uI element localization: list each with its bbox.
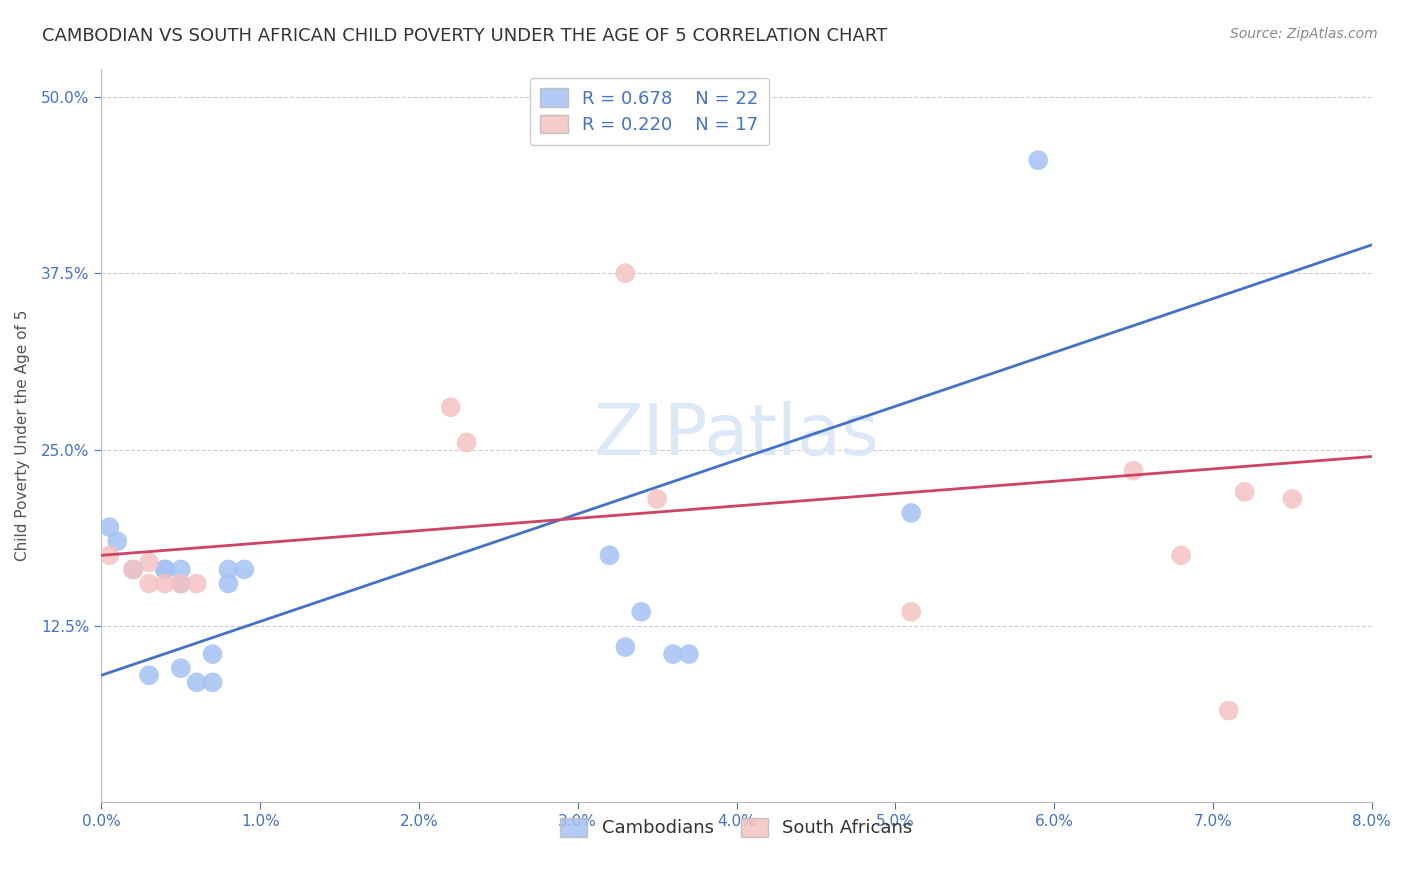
- Point: [98, 549, 121, 563]
- Point: [186, 675, 208, 690]
- Point: [122, 562, 145, 576]
- Point: [138, 576, 160, 591]
- Point: [186, 576, 208, 591]
- Legend: Cambodians, South Africans: Cambodians, South Africans: [553, 811, 920, 845]
- Text: CAMBODIAN VS SOUTH AFRICAN CHILD POVERTY UNDER THE AGE OF 5 CORRELATION CHART: CAMBODIAN VS SOUTH AFRICAN CHILD POVERTY…: [42, 27, 887, 45]
- Point: [645, 491, 668, 506]
- Point: [1218, 704, 1240, 718]
- Point: [170, 576, 193, 591]
- Point: [1281, 491, 1303, 506]
- Point: [153, 576, 176, 591]
- Point: [456, 435, 478, 450]
- Point: [201, 647, 224, 661]
- Point: [153, 562, 176, 576]
- Y-axis label: Child Poverty Under the Age of 5: Child Poverty Under the Age of 5: [15, 310, 30, 561]
- Point: [1233, 484, 1256, 499]
- Point: [138, 555, 160, 569]
- Point: [153, 562, 176, 576]
- Point: [98, 520, 121, 534]
- Point: [900, 605, 922, 619]
- Point: [440, 400, 463, 414]
- Point: [614, 266, 637, 280]
- Point: [170, 562, 193, 576]
- Point: [614, 640, 637, 654]
- Text: ZIPatlas: ZIPatlas: [593, 401, 879, 470]
- Point: [1122, 464, 1144, 478]
- Point: [1170, 549, 1192, 563]
- Point: [217, 576, 239, 591]
- Text: Source: ZipAtlas.com: Source: ZipAtlas.com: [1230, 27, 1378, 41]
- Point: [217, 562, 239, 576]
- Point: [201, 675, 224, 690]
- Point: [105, 534, 128, 549]
- Point: [678, 647, 700, 661]
- Point: [598, 549, 620, 563]
- Point: [170, 661, 193, 675]
- Point: [138, 668, 160, 682]
- Point: [122, 562, 145, 576]
- Point: [1026, 153, 1049, 168]
- Point: [170, 576, 193, 591]
- Point: [662, 647, 685, 661]
- Point: [630, 605, 652, 619]
- Point: [900, 506, 922, 520]
- Point: [233, 562, 256, 576]
